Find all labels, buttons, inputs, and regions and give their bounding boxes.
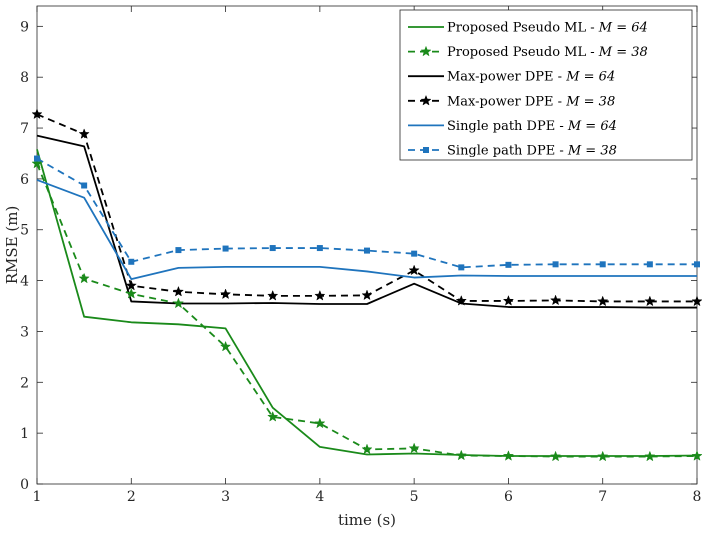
series-line-5 (36, 157, 697, 269)
series-5-point (175, 247, 182, 254)
series-3-point (314, 289, 326, 301)
x-tick-label: 4 (315, 489, 324, 505)
x-tick-label: 8 (693, 489, 702, 505)
series-5-point (599, 261, 606, 268)
series-3-point (78, 128, 90, 139)
legend-box (399, 9, 693, 161)
series-1-point (597, 450, 609, 462)
series-3-point (361, 289, 373, 301)
series-3-point (691, 295, 703, 307)
series-3-point (31, 108, 43, 120)
series-1-point (31, 157, 43, 169)
series-5-point (269, 245, 276, 252)
series-line-4 (36, 179, 697, 280)
series-5-point (458, 264, 465, 271)
y-tick-label: 6 (20, 172, 29, 188)
y-tick-label: 0 (20, 477, 29, 493)
series-5-point (694, 261, 700, 268)
series-5-point (81, 182, 88, 189)
legend-label-0: Proposed Pseudo ML - M = 64 (447, 21, 648, 36)
series-3-point (267, 289, 279, 301)
legend-label-3: Max-power DPE - M = 38 (447, 94, 615, 109)
series-1-point (172, 297, 185, 309)
series-3-point (455, 295, 467, 306)
series-5-point (34, 155, 40, 162)
series-1-point (267, 410, 279, 422)
series-3-point (644, 295, 656, 307)
y-tick-label: 2 (20, 375, 29, 391)
legend: Proposed Pseudo ML - M = 64 Proposed Pseu… (399, 9, 693, 161)
series-1-point (644, 450, 656, 462)
series-line-2 (36, 134, 697, 309)
series-3-point (502, 295, 515, 306)
series-markers (31, 108, 703, 462)
series-3-point (172, 285, 185, 297)
x-tick-label: 3 (221, 489, 230, 505)
y-tick-label: 9 (20, 19, 29, 35)
x-tick-label: 6 (504, 489, 513, 505)
series-3-point (597, 295, 609, 307)
series-1-point (408, 442, 420, 454)
series-1-point (691, 450, 703, 461)
series-5-point (411, 250, 418, 257)
series-5-point (646, 261, 653, 268)
series-5-point (128, 258, 135, 265)
y-tick-label: 7 (20, 121, 29, 137)
x-tick-label: 7 (598, 489, 607, 505)
series-5-point (364, 247, 370, 254)
legend-marker-3 (420, 94, 432, 106)
series-3-point (549, 294, 562, 306)
series-1-point (125, 287, 137, 299)
series-5-point (552, 261, 559, 268)
y-tick-label: 4 (20, 274, 29, 290)
x-tick-label: 2 (127, 489, 136, 505)
series-1-point (314, 417, 326, 429)
series-3-point (408, 264, 420, 276)
series-5-point (316, 245, 323, 252)
series-line-0 (36, 149, 698, 457)
legend-label-5: Single path DPE - M = 38 (447, 144, 617, 159)
legend-marker-1 (420, 45, 432, 57)
legend-label-2: Max-power DPE - M = 64 (447, 70, 615, 85)
series-3-point (125, 279, 137, 291)
x-tick-label: 1 (33, 489, 42, 505)
y-tick-label: 3 (20, 324, 29, 340)
axis-ticks (36, 6, 698, 485)
series-1-point (455, 449, 467, 461)
series-5-point (505, 261, 512, 268)
series-1-point (78, 272, 90, 284)
y-tick-label: 5 (20, 223, 29, 239)
y-tick-label: 8 (20, 70, 29, 86)
series-3-point (219, 288, 232, 300)
y-axis-label: RMSE (m) (3, 206, 21, 285)
series-1-point (549, 450, 562, 462)
x-tick-label: 5 (410, 489, 419, 505)
x-axis-label: time (s) (338, 511, 396, 529)
y-tick-label: 1 (20, 426, 29, 442)
legend-marker-5 (423, 147, 429, 153)
series-1-point (361, 443, 373, 455)
series-1-point (502, 450, 515, 461)
legend-label-4: Single path DPE - M = 64 (447, 119, 617, 134)
series-1-point (219, 340, 232, 352)
legend-label-1: Proposed Pseudo ML - M = 38 (447, 45, 648, 60)
series-5-point (222, 245, 229, 252)
